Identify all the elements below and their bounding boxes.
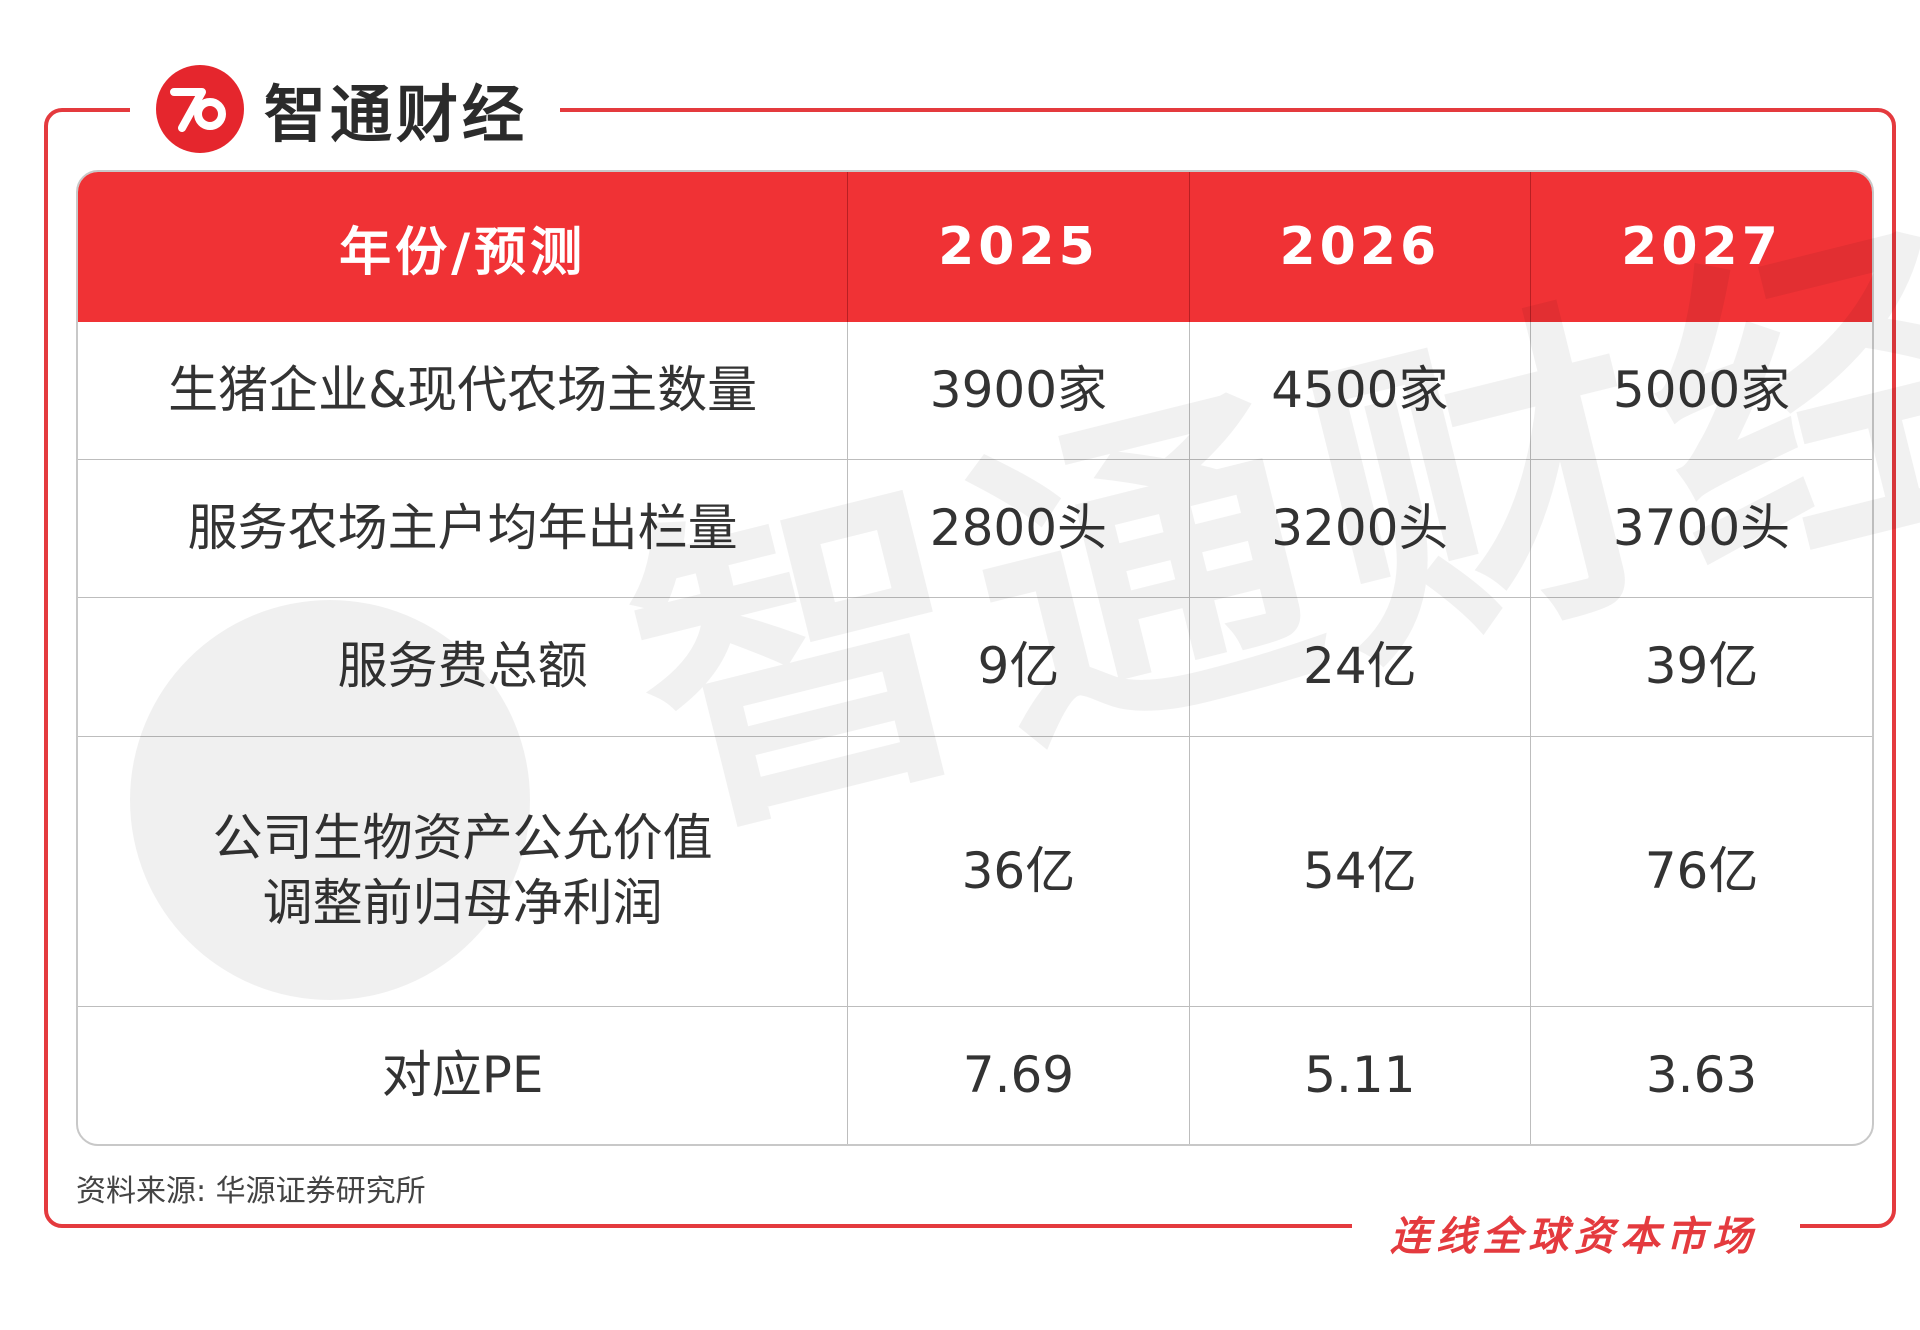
table-header-row: 年份/预测 2025 2026 2027 <box>78 172 1872 322</box>
table-row: 服务费总额 9亿 24亿 39亿 <box>78 597 1872 737</box>
value-cell: 36亿 <box>847 735 1190 1007</box>
outer-frame <box>44 108 1896 1228</box>
row-label: 服务费总额 <box>78 597 849 737</box>
brand-slogan: 连线全球资本市场 <box>1390 1214 1758 1260</box>
row-label: 生猪企业&现代农场主数量 <box>78 322 849 460</box>
value-cell: 7.69 <box>847 1006 1190 1144</box>
logo-glyph-icon <box>170 88 226 132</box>
value-cell: 54亿 <box>1189 735 1532 1007</box>
value-cell: 76亿 <box>1530 735 1872 1007</box>
row-label-line: 公司生物资产公允价值 <box>212 809 713 868</box>
value-cell: 24亿 <box>1189 597 1532 737</box>
value-cell: 5.11 <box>1189 1006 1532 1144</box>
forecast-table-container: 年份/预测 2025 2026 2027 生猪企业&现代农场主数量 3900家 4500家… <box>76 170 1874 1146</box>
brand-name: 智通财经 <box>264 78 529 151</box>
header-cell-label: 年份/预测 <box>78 172 849 322</box>
header-cell-year: 2026 <box>1189 172 1532 322</box>
table-body: 生猪企业&现代农场主数量 3900家 4500家 5000家服务农场主户均年出栏量 28… <box>78 322 1872 1144</box>
row-label-line: 服务费总额 <box>337 637 588 696</box>
logo-mark-icon <box>156 65 244 153</box>
header-cell-year: 2025 <box>847 172 1190 322</box>
table-row: 公司生物资产公允价值 调整前归母净利润 36亿 54亿 76亿 <box>78 735 1872 1007</box>
forecast-table: 年份/预测 2025 2026 2027 生猪企业&现代农场主数量 3900家 4500家… <box>78 172 1872 1144</box>
source-note: 资料来源: 华源证券研究所 <box>76 1174 426 1209</box>
value-cell: 3700头 <box>1530 458 1872 598</box>
value-cell: 3200头 <box>1189 458 1532 598</box>
table-row: 对应PE 7.69 5.11 3.63 <box>78 1006 1872 1144</box>
value-cell: 4500家 <box>1189 322 1532 460</box>
header-cell-year: 2027 <box>1530 172 1872 322</box>
value-cell: 3900家 <box>847 322 1190 460</box>
row-label-line: 调整前归母净利润 <box>262 874 663 933</box>
row-label: 公司生物资产公允价值 调整前归母净利润 <box>78 735 849 1007</box>
row-label-line: 生猪企业&现代农场主数量 <box>168 360 758 419</box>
value-cell: 3.63 <box>1530 1006 1872 1144</box>
value-cell: 9亿 <box>847 597 1190 737</box>
frame-gap-bottom <box>1352 1210 1800 1246</box>
row-label: 服务农场主户均年出栏量 <box>78 458 849 598</box>
value-cell: 39亿 <box>1530 597 1872 737</box>
table-row: 生猪企业&现代农场主数量 3900家 4500家 5000家 <box>78 322 1872 460</box>
row-label-line: 对应PE <box>381 1046 544 1105</box>
table-row: 服务农场主户均年出栏量 2800头 3200头 3700头 <box>78 458 1872 598</box>
value-cell: 2800头 <box>847 458 1190 598</box>
brand-logo: 智通财经 <box>156 64 528 154</box>
row-label: 对应PE <box>78 1006 849 1144</box>
value-cell: 5000家 <box>1612 360 1791 419</box>
row-label-line: 服务农场主户均年出栏量 <box>187 499 738 557</box>
